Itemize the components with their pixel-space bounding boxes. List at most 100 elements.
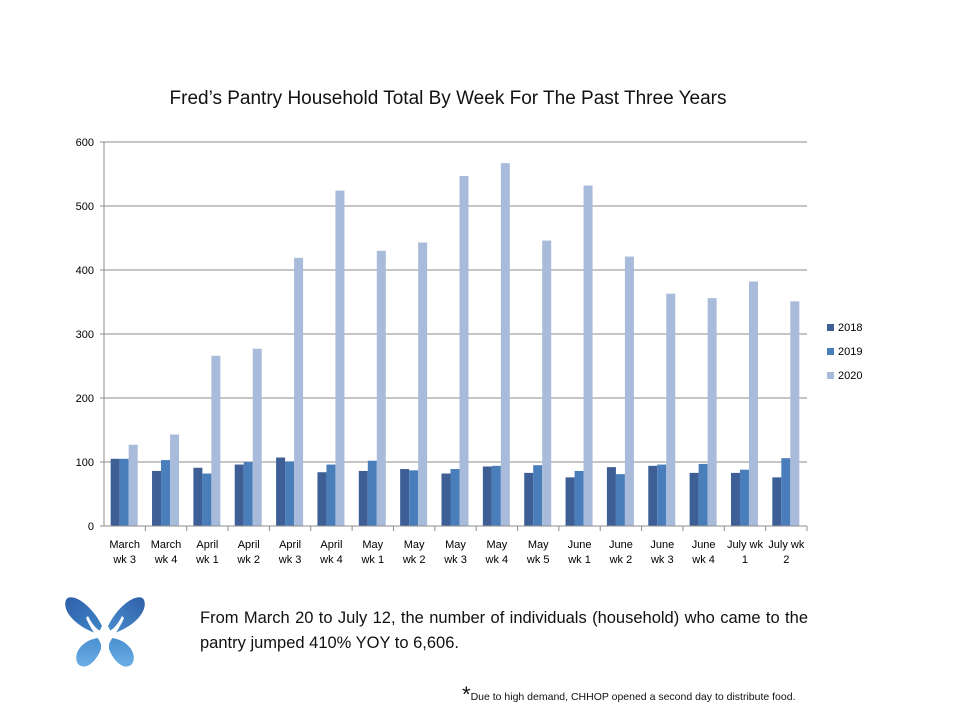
y-axis-ticks: 0 100 200 300 400 500 600 — [76, 137, 94, 533]
x-tick-label: wk 4 — [485, 554, 509, 566]
x-tick-label: July wk — [768, 539, 805, 551]
bar-2020 — [624, 256, 634, 526]
bar-2020 — [748, 281, 758, 526]
bar-2018 — [772, 477, 782, 526]
bar-2019 — [409, 470, 419, 526]
chart-title: Fred’s Pantry Household Total By Week Fo… — [169, 88, 727, 109]
axes — [100, 141, 808, 531]
x-tick-label: wk 2 — [402, 554, 426, 566]
x-tick-label: wk 1 — [195, 554, 219, 566]
x-tick-label: wk 1 — [360, 554, 384, 566]
bar-2019 — [285, 461, 295, 526]
bar-2018 — [276, 457, 286, 526]
bar-2020 — [294, 257, 304, 526]
footnote-marker: * — [462, 682, 471, 707]
bar-2019 — [243, 462, 253, 526]
bar-2018 — [400, 469, 410, 526]
bar-2018 — [441, 473, 451, 526]
bar-2019 — [657, 464, 667, 526]
bar-2020 — [790, 301, 800, 526]
x-tick-label: wk 4 — [154, 554, 178, 566]
bar-2018 — [152, 470, 162, 526]
bar-2018 — [110, 458, 120, 526]
x-tick-label: wk 3 — [278, 554, 302, 566]
x-tick-label: May — [404, 539, 425, 551]
bar-2018 — [730, 472, 740, 526]
bar-2020 — [170, 434, 180, 526]
footnote-text: Due to high demand, CHHOP opened a secon… — [470, 691, 796, 703]
y-tick-label: 300 — [76, 329, 94, 341]
bar-2019 — [202, 473, 212, 526]
y-tick-label: 400 — [76, 265, 94, 277]
legend-label-2020: 2020 — [838, 370, 862, 382]
legend-label-2018: 2018 — [838, 322, 862, 334]
x-tick-label: May — [445, 539, 466, 551]
x-tick-label: July wk — [727, 539, 764, 551]
footnote: *Due to high demand, CHHOP opened a seco… — [462, 682, 959, 708]
x-tick-label: 1 — [742, 554, 748, 566]
bar-2020 — [211, 355, 221, 526]
legend-swatch-2020 — [827, 372, 834, 379]
y-tick-label: 0 — [88, 521, 94, 533]
x-tick-label: wk 2 — [609, 554, 633, 566]
bar-2019 — [367, 460, 377, 526]
y-tick-label: 500 — [76, 201, 94, 213]
x-tick-label: April — [196, 539, 218, 551]
x-tick-label: March — [151, 539, 182, 551]
x-tick-label: wk 4 — [691, 554, 715, 566]
bar-2020 — [707, 298, 717, 526]
bar-2019 — [491, 465, 501, 526]
x-tick-label: May — [362, 539, 383, 551]
x-tick-label: April — [320, 539, 342, 551]
x-tick-label: June — [692, 539, 716, 551]
legend-label-2019: 2019 — [838, 346, 862, 358]
bar-2018 — [193, 467, 203, 526]
bar-2019 — [326, 464, 336, 526]
bar-2018 — [358, 470, 368, 526]
bar-2019 — [574, 470, 584, 526]
x-tick-label: April — [279, 539, 301, 551]
x-tick-label: May — [528, 539, 549, 551]
bar-2019 — [739, 469, 749, 526]
y-tick-label: 200 — [76, 393, 94, 405]
x-tick-label: wk 3 — [112, 554, 136, 566]
bar-2018 — [482, 466, 492, 526]
legend: 2018 2019 2020 — [827, 322, 862, 382]
bar-2020 — [500, 163, 510, 526]
bar-2019 — [450, 469, 460, 526]
legend-swatch-2019 — [827, 348, 834, 355]
summary-text: From March 20 to July 12, the number of … — [200, 609, 808, 652]
bar-2020 — [418, 242, 428, 527]
bar-2020 — [252, 348, 262, 526]
bar-2019 — [698, 463, 708, 526]
x-tick-label: wk 3 — [650, 554, 674, 566]
bar-2018 — [524, 472, 534, 526]
bar-2018 — [648, 465, 658, 526]
y-tick-label: 100 — [76, 457, 94, 469]
bar-chart: 0 100 200 300 400 500 600 March wk 3 March wk 4 Ap… — [76, 137, 863, 566]
bar-2020 — [128, 444, 138, 526]
bar-2020 — [376, 250, 386, 527]
legend-swatch-2018 — [827, 324, 834, 331]
x-tick-label: June — [568, 539, 592, 551]
bars — [110, 163, 800, 527]
bar-2018 — [689, 472, 699, 526]
bar-2019 — [533, 465, 543, 526]
bar-2019 — [119, 458, 129, 526]
x-tick-label: wk 3 — [443, 554, 467, 566]
x-tick-label: wk 5 — [526, 554, 550, 566]
x-tick-label: May — [486, 539, 507, 551]
butterfly-logo-icon — [65, 597, 145, 667]
x-tick-label: April — [238, 539, 260, 551]
bar-2018 — [234, 464, 244, 526]
bar-2020 — [666, 293, 676, 526]
x-tick-label: 2 — [783, 554, 789, 566]
x-tick-label: wk 1 — [567, 554, 591, 566]
bar-2019 — [781, 458, 791, 526]
x-tick-label: June — [609, 539, 633, 551]
x-tick-label: wk 2 — [236, 554, 260, 566]
x-tick-label: March — [109, 539, 140, 551]
y-tick-label: 600 — [76, 137, 94, 149]
bar-2019 — [615, 474, 625, 526]
bar-2020 — [459, 175, 469, 527]
